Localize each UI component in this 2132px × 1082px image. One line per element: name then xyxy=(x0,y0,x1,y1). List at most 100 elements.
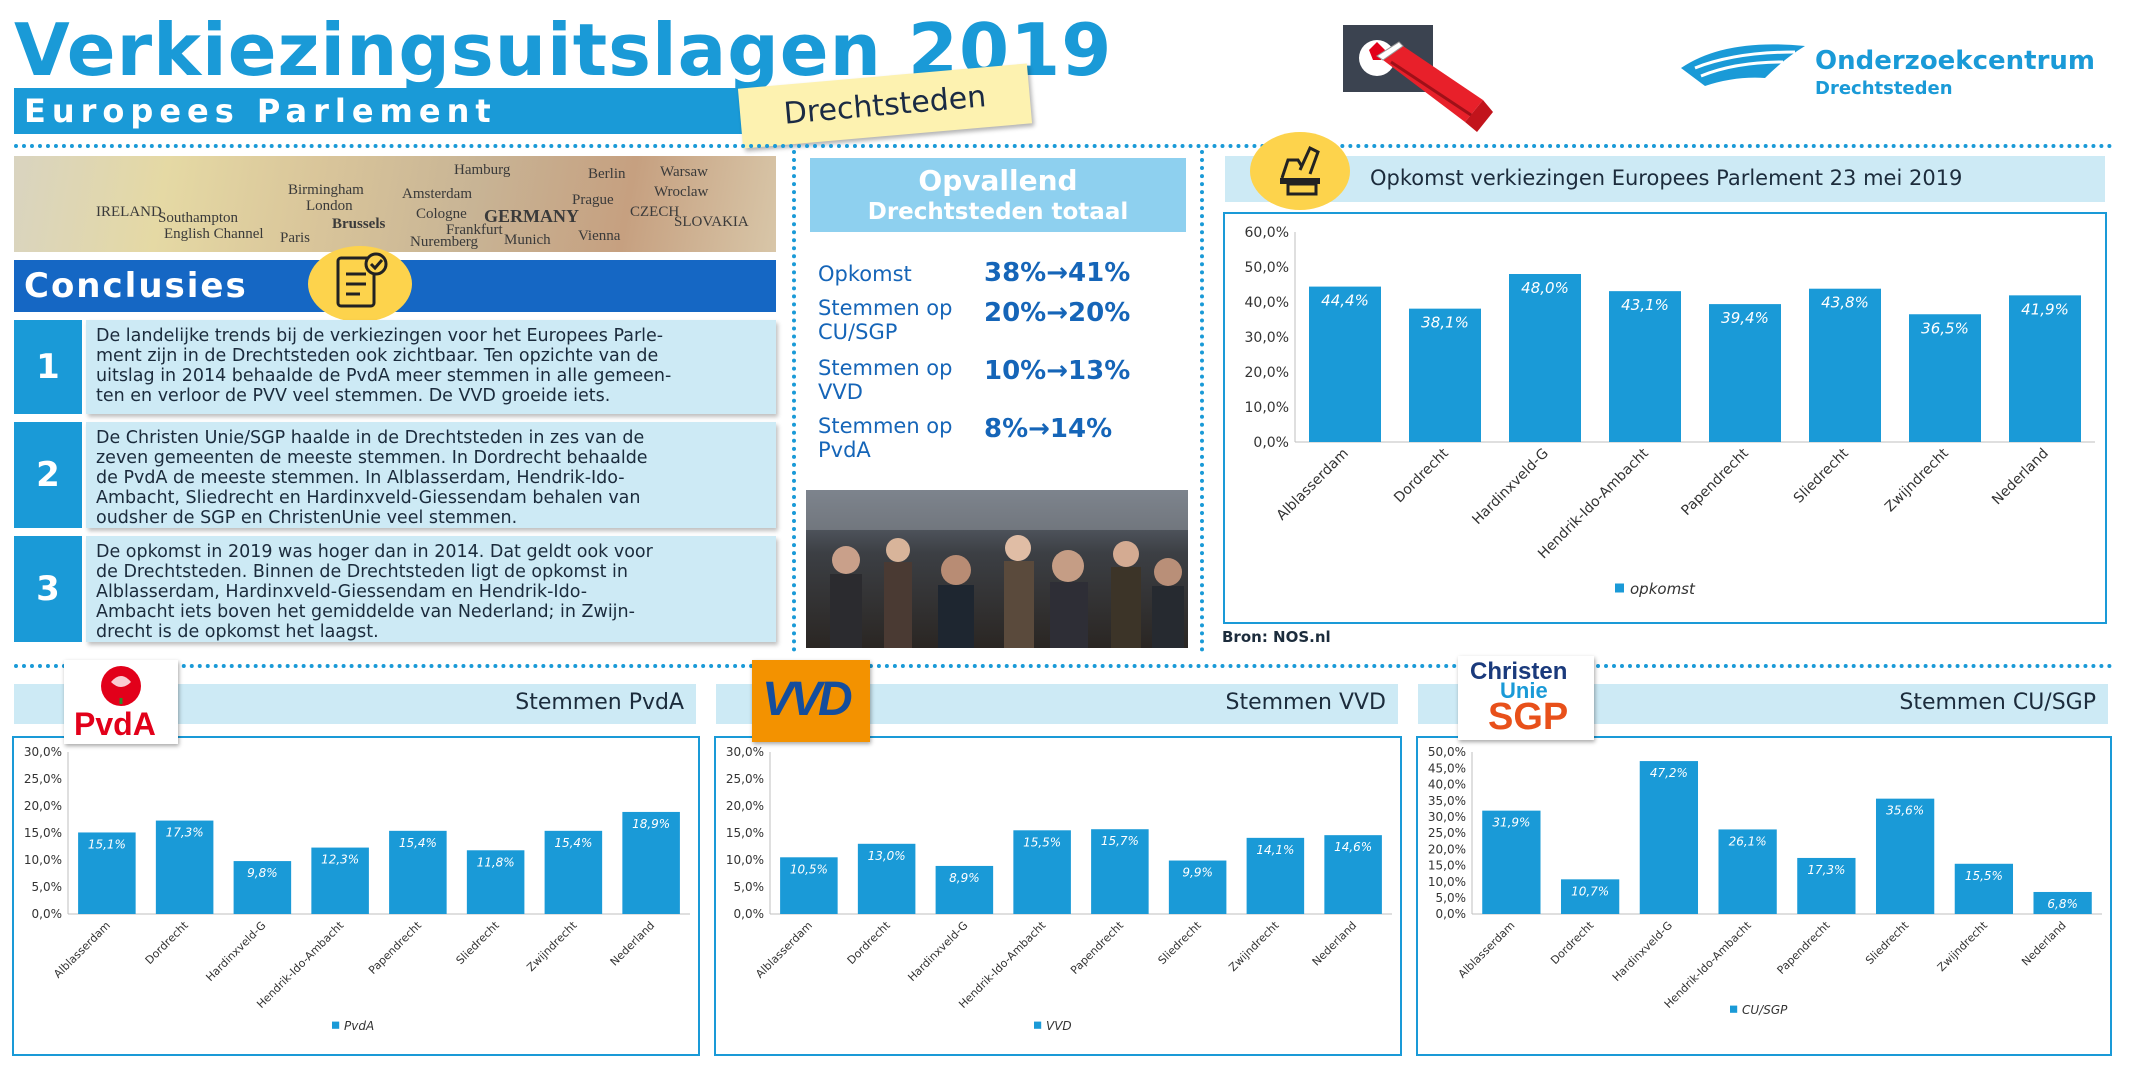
category-label: Sliedrecht xyxy=(1155,918,1204,967)
category-label: Nederland xyxy=(608,919,658,969)
pvda-chart: 0,0% 5,0% 10,0% 15,0% 20,0% 25,0% 30,0% 15,1% Al… xyxy=(12,736,700,1056)
y-tick-label: 40,0% xyxy=(1245,295,1289,311)
legend-swatch xyxy=(1615,583,1624,593)
highlight-label: Stemmen op VVD xyxy=(818,356,952,404)
bar-value-label: 15,4% xyxy=(554,836,592,850)
category-label: Sliedrecht xyxy=(1863,918,1912,967)
map-label: London xyxy=(306,198,353,214)
highlight-label: Opkomst xyxy=(818,262,912,286)
conclusion-line: Ambacht iets boven het gemiddelde van Ne… xyxy=(96,602,635,622)
map-label: Southampton xyxy=(158,210,239,226)
highlight-label-line: Stemmen op xyxy=(818,356,953,380)
y-tick-label: 40,0% xyxy=(1428,778,1466,792)
christenunie-sgp-logo: Christen Unie SGP xyxy=(1458,656,1594,740)
map-label: Frankfurt xyxy=(446,222,503,238)
checklist-icon xyxy=(308,246,412,322)
bar xyxy=(1509,274,1581,442)
pvda-logo-text: PvdA xyxy=(74,706,156,742)
bar xyxy=(1909,314,1981,442)
bar xyxy=(1309,286,1381,442)
turnout-chart: 0,0% 10,0% 20,0% 30,0% 40,0% 50,0% 60,0% 44,4% A… xyxy=(1223,212,2107,624)
bar-value-label: 47,2% xyxy=(1650,766,1688,780)
cu-logo-text-1: Christen xyxy=(1470,658,1568,685)
bar xyxy=(1609,291,1681,442)
bar xyxy=(1482,810,1541,914)
bar xyxy=(1013,830,1071,914)
conclusion-line: oudsher de SGP en ChristenUnie veel stem… xyxy=(96,508,518,528)
conclusions-title: Conclusies xyxy=(24,266,248,306)
y-tick-label: 20,0% xyxy=(726,799,764,813)
bar xyxy=(1875,798,1935,914)
map-label: Cologne xyxy=(416,206,467,222)
map-label: Prague xyxy=(572,192,614,208)
bar-value-label: 10,7% xyxy=(1571,884,1609,898)
conclusion-line: De Christen Unie/SGP haalde in de Drecht… xyxy=(96,428,645,448)
turnout-chart-header: Opkomst verkiezingen Europees Parlement … xyxy=(1225,156,2105,202)
y-tick-label: 25,0% xyxy=(1428,826,1466,840)
map-label: Nuremberg xyxy=(410,234,479,250)
highlight-label: Stemmen op PvdA xyxy=(818,414,952,462)
bar xyxy=(1168,860,1227,914)
category-label: Sliedrecht xyxy=(453,918,502,967)
conclusion-card: De opkomst in 2019 was hoger dan in 2014… xyxy=(86,536,776,642)
category-label: Alblasserdam xyxy=(1456,919,1518,981)
bar-value-label: 26,1% xyxy=(1729,834,1767,848)
conclusion-line: ment zijn in de Drechtsteden ook zichtba… xyxy=(96,346,659,366)
bar xyxy=(1809,288,1881,442)
y-tick-label: 10,0% xyxy=(726,853,764,867)
bar-value-label: 10,5% xyxy=(790,862,828,876)
cusgp-chart-title: Stemmen CU/SGP xyxy=(1899,690,2096,715)
bar xyxy=(1560,879,1620,914)
bar-value-label: 36,5% xyxy=(1921,319,1969,337)
bar-value-label: 15,7% xyxy=(1101,834,1139,848)
category-label: Papendrecht xyxy=(1775,918,1833,976)
highlights-header: Opvallend Drechtsteden totaal xyxy=(810,158,1186,232)
conclusion-line: Alblasserdam, Hardinxveld-Giessendam en … xyxy=(96,582,588,602)
bar xyxy=(622,811,680,914)
bar xyxy=(780,857,838,914)
category-label: Sliedrecht xyxy=(1791,445,1852,506)
y-tick-label: 30,0% xyxy=(1245,330,1289,346)
bar-value-label: 9,8% xyxy=(247,866,278,880)
category-label: Alblasserdam xyxy=(51,919,113,981)
page-subtitle: Europees Parlement xyxy=(24,92,497,130)
category-label: Hendrik-Ido-Ambacht xyxy=(254,918,346,1010)
vvd-chart-svg: 0,0% 5,0% 10,0% 15,0% 20,0% 25,0% 30,0% 10,5% Al… xyxy=(726,745,1392,1033)
category-label: Nederland xyxy=(1310,919,1360,969)
map-label: IRELAND xyxy=(96,204,162,220)
bar-value-label: 12,3% xyxy=(321,853,359,867)
y-tick-label: 15,0% xyxy=(726,826,764,840)
highlight-value: 20%→20% xyxy=(984,298,1131,328)
category-label: Zwijndrecht xyxy=(1226,918,1282,974)
y-tick-label: 50,0% xyxy=(1428,745,1466,759)
y-tick-label: 10,0% xyxy=(24,853,62,867)
y-tick-label: 0,0% xyxy=(32,907,63,921)
vvd-logo-text: VVD xyxy=(762,673,853,726)
bar xyxy=(857,843,916,914)
category-label: Zwijndrecht xyxy=(1935,918,1991,974)
conclusion-line: de Drechtsteden. Binnen de Drechtsteden … xyxy=(96,562,628,582)
europe-map-image: IRELAND Birmingham Hamburg Berlin Warsaw… xyxy=(14,156,776,252)
vvd-chart: 0,0% 5,0% 10,0% 15,0% 20,0% 25,0% 30,0% 10,5% Al… xyxy=(714,736,1402,1056)
bar-value-label: 15,1% xyxy=(88,837,126,851)
legend-label: VVD xyxy=(1046,1019,1072,1033)
category-label: Hendrik-Ido-Ambacht xyxy=(1535,445,1652,562)
cu-logo-text-2: Unie xyxy=(1500,678,1548,703)
vvd-chart-title: Stemmen VVD xyxy=(1225,690,1387,715)
category-label: Papendrecht xyxy=(1068,918,1126,976)
highlight-label: Stemmen op CU/SGP xyxy=(818,296,952,344)
map-label: Wroclaw xyxy=(654,184,709,200)
bar-value-label: 15,5% xyxy=(1965,869,2003,883)
conclusion-number: 2 xyxy=(14,422,82,528)
bar-value-label: 11,8% xyxy=(477,855,515,869)
legend-swatch xyxy=(332,1021,340,1029)
category-label: Hardinxveld-G xyxy=(203,919,268,984)
category-label: Papendrecht xyxy=(366,918,424,976)
category-label: Hardinxveld-G xyxy=(1469,446,1551,528)
bar-value-label: 38,1% xyxy=(1421,314,1469,332)
bar xyxy=(311,847,369,914)
bar-value-label: 9,9% xyxy=(1182,866,1213,880)
bar-value-label: 35,6% xyxy=(1886,804,1924,818)
y-tick-label: 20,0% xyxy=(1428,842,1466,856)
pvda-chart-svg: 0,0% 5,0% 10,0% 15,0% 20,0% 25,0% 30,0% 15,1% Al… xyxy=(24,745,690,1033)
